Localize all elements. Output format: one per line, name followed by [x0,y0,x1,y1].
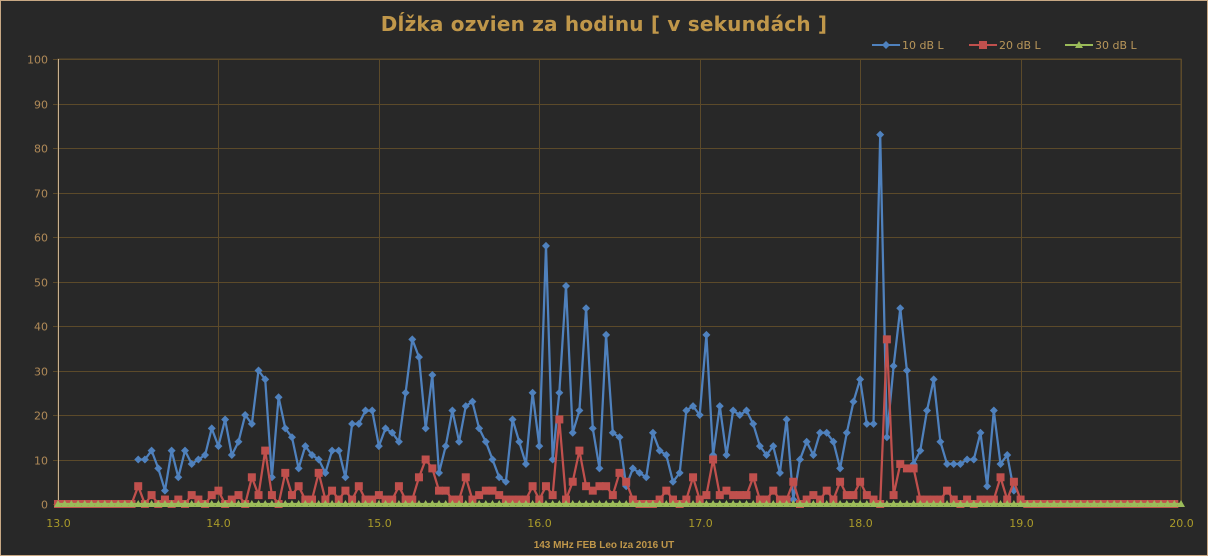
x-tick-label: 18.0 [848,517,873,530]
legend-label-20db: 20 dB L [999,38,1041,52]
y-tick-label: 0 [41,499,48,512]
y-tick-label: 30 [34,366,48,379]
x-tick-label: 19.0 [1009,517,1034,530]
y-tick-label: 80 [34,143,48,156]
y-tick-label: 90 [34,99,48,112]
x-tick-label: 13.0 [46,517,71,530]
triangle-marker-icon [1065,41,1093,48]
x-tick-label: 17.0 [688,517,713,530]
legend-label-10db: 10 dB L [902,38,944,52]
x-tick-label: 20.0 [1169,517,1194,530]
x-tick-label: 16.0 [527,517,552,530]
x-axis-title: 143 MHz FEB Leo Iza 2016 UT [533,540,675,551]
y-tick-label: 60 [34,232,48,245]
chart-title: Dĺžka ozvien za hodinu [ v sekundách ] [380,12,828,36]
y-tick-label: 50 [34,277,48,290]
series-10-db-l [134,130,1018,504]
y-tick-label: 10 [34,455,48,468]
y-tick-label: 20 [34,410,48,423]
legend-label-30db: 30 dB L [1095,38,1137,52]
diamond-marker-icon [872,41,900,49]
legend-item-30db: 30 dB L [1065,39,1137,52]
y-tick-label: 40 [34,321,48,334]
legend-item-20db: 20 dB L [969,39,1041,52]
x-tick-label: 14.0 [206,517,231,530]
y-axis: 0 10 20 30 40 50 60 70 80 90 100 [27,54,59,512]
x-axis: 13.0 14.0 15.0 16.0 17.0 18.0 19.0 20.0 [46,517,1194,530]
series-30-db-l [54,500,1186,507]
y-tick-label: 100 [27,54,48,67]
legend-item-10db: 10 dB L [872,39,944,52]
series-20-db-l [54,335,1179,508]
x-tick-label: 15.0 [367,517,392,530]
y-tick-label: 70 [34,188,48,201]
series-lines [54,130,1186,508]
square-marker-icon [969,41,997,49]
